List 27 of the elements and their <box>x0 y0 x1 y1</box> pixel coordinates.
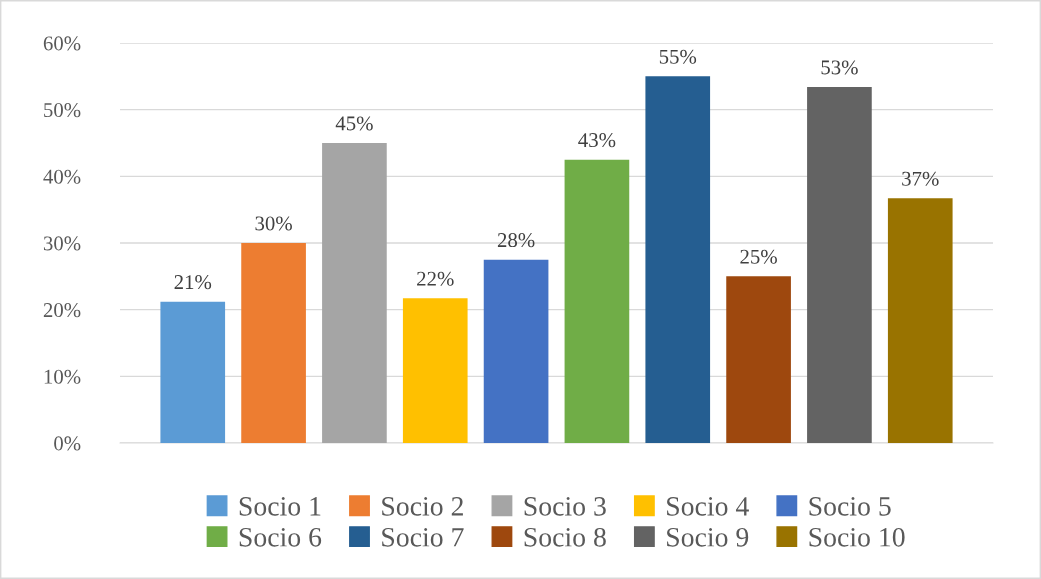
y-tick-label: 0% <box>54 436 81 451</box>
y-tick-label: 40% <box>43 169 81 184</box>
data-label: 43% <box>578 133 616 148</box>
legend-label: Socio 9 <box>667 527 749 547</box>
data-label: 28% <box>497 233 535 248</box>
data-label: 53% <box>821 60 858 75</box>
data-label: 21% <box>174 275 212 290</box>
data-label: 55% <box>659 49 697 64</box>
y-tick-label: 20% <box>43 303 81 318</box>
y-tick-label: 30% <box>43 236 81 251</box>
data-label: 30% <box>255 216 292 231</box>
legend-label: Socio 3 <box>524 497 606 516</box>
y-tick-label: 60% <box>43 36 81 51</box>
data-label: 22% <box>417 271 454 286</box>
data-label: 37% <box>902 171 939 186</box>
data-label: 45% <box>335 116 373 131</box>
legend-label: Socio 10 <box>809 527 905 547</box>
legend-label: Socio 4 <box>667 497 749 516</box>
data-label: 25% <box>740 249 777 264</box>
legend-label: Socio 7 <box>382 527 464 547</box>
y-tick-label: 10% <box>44 369 81 384</box>
legend-label: Socio 5 <box>809 497 891 516</box>
legend-label: Socio 1 <box>239 497 321 516</box>
legend-label: Socio 8 <box>524 527 606 547</box>
legend-label: Socio 6 <box>239 527 322 547</box>
legend-label: Socio 2 <box>382 497 463 516</box>
y-tick-label: 50% <box>44 103 81 118</box>
